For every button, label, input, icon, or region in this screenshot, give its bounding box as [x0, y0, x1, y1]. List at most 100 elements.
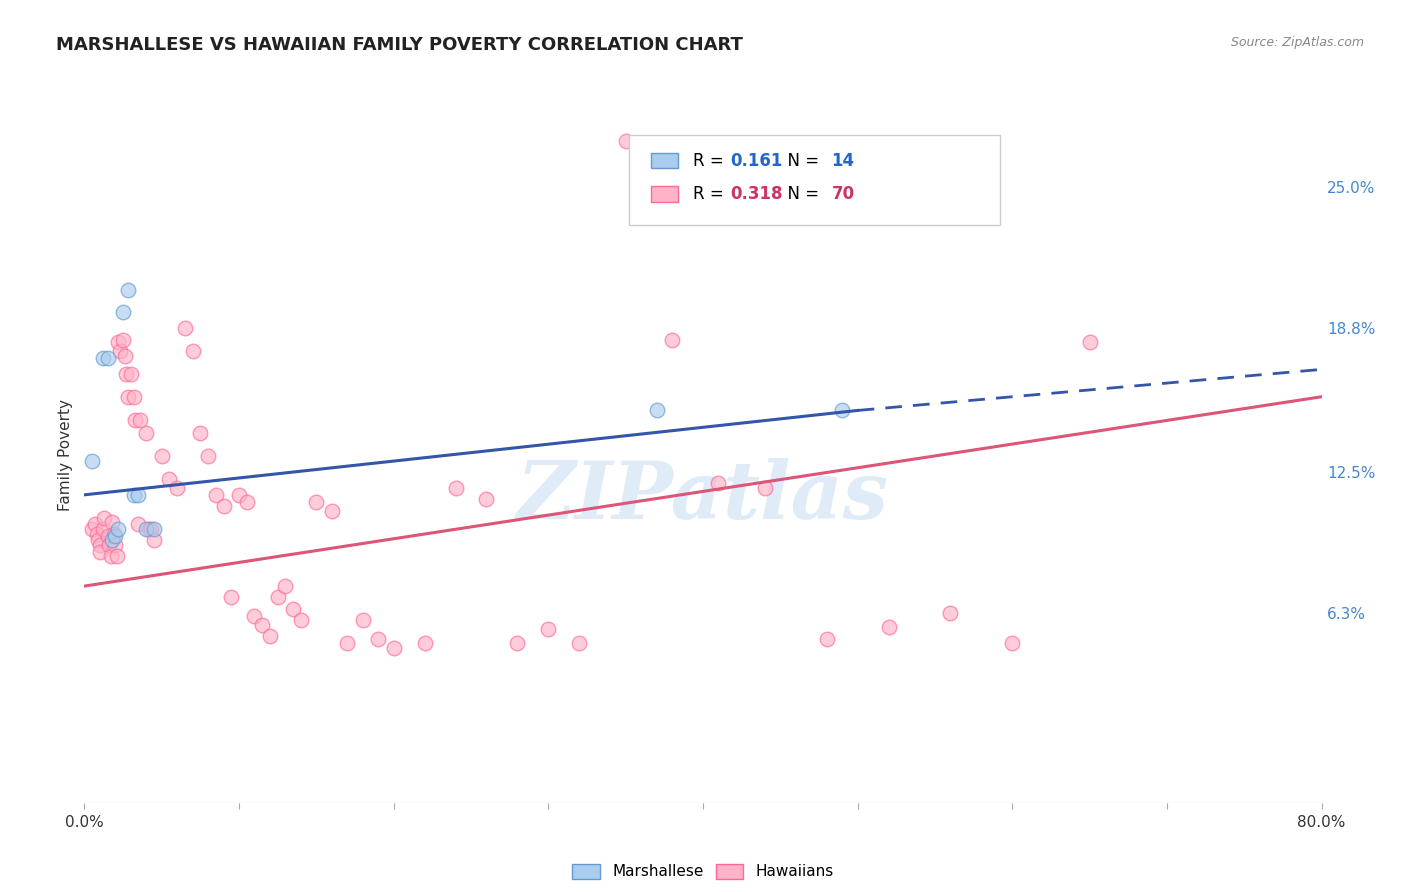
Point [139, 522, 162, 536]
Point [114, 349, 136, 363]
Point [235, 494, 259, 508]
Point [103, 526, 125, 541]
Point [174, 321, 197, 335]
Point [537, 623, 560, 637]
Point [166, 481, 188, 495]
Point [105, 549, 128, 564]
Point [143, 533, 166, 548]
Point [939, 607, 962, 621]
Point [91, 351, 114, 365]
Point [219, 591, 242, 605]
Point [181, 344, 204, 359]
Point [93, 510, 115, 524]
Point [108, 344, 131, 359]
Point [274, 579, 297, 593]
Point [129, 412, 152, 426]
Point [96, 351, 118, 365]
Text: ZIPatlas: ZIPatlas [517, 458, 889, 535]
Point [117, 283, 139, 297]
Point [89, 545, 111, 559]
Point [382, 640, 405, 655]
Legend: Marshallese, Hawaiians: Marshallese, Hawaiians [567, 857, 839, 886]
Point [321, 504, 343, 518]
Point [188, 426, 211, 441]
Point [135, 522, 157, 536]
Point [84, 517, 107, 532]
Point [150, 449, 173, 463]
Point [305, 494, 328, 508]
Point [568, 636, 591, 650]
Point [661, 333, 683, 347]
Text: R =: R = [693, 185, 730, 203]
Point [212, 500, 235, 514]
Text: 0.318: 0.318 [730, 185, 783, 203]
Point [367, 632, 389, 646]
Point [112, 305, 135, 319]
Point [89, 538, 111, 552]
FancyBboxPatch shape [628, 135, 1000, 226]
Point [645, 403, 668, 417]
Point [104, 538, 127, 552]
Point [205, 488, 228, 502]
Point [98, 538, 121, 552]
Text: N =: N = [778, 152, 824, 169]
Point [267, 591, 290, 605]
Point [250, 618, 273, 632]
Text: N =: N = [778, 185, 824, 203]
Point [831, 403, 853, 417]
Point [1001, 636, 1024, 650]
Point [104, 529, 127, 543]
Text: R =: R = [693, 152, 730, 169]
Point [117, 390, 139, 404]
Point [159, 472, 180, 486]
Point [243, 608, 266, 623]
Point [100, 549, 122, 564]
Point [91, 522, 114, 536]
Point [122, 488, 145, 502]
Point [138, 522, 160, 536]
Point [135, 426, 157, 441]
Point [86, 526, 108, 541]
Text: Source: ZipAtlas.com: Source: ZipAtlas.com [1230, 36, 1364, 49]
Point [127, 517, 149, 532]
Point [120, 367, 142, 381]
Point [707, 476, 730, 491]
Point [197, 449, 219, 463]
Point [124, 412, 146, 426]
Point [336, 636, 359, 650]
Point [96, 529, 118, 543]
Point [101, 515, 124, 529]
Text: 14: 14 [832, 152, 855, 169]
Point [413, 636, 436, 650]
Point [290, 613, 312, 627]
Point [107, 522, 129, 536]
FancyBboxPatch shape [651, 153, 678, 169]
Text: MARSHALLESE VS HAWAIIAN FAMILY POVERTY CORRELATION CHART: MARSHALLESE VS HAWAIIAN FAMILY POVERTY C… [56, 36, 744, 54]
Y-axis label: Family Poverty: Family Poverty [58, 399, 73, 511]
Point [352, 613, 374, 627]
Text: 70: 70 [832, 185, 855, 203]
Point [115, 367, 138, 381]
Point [475, 492, 498, 507]
Point [82, 522, 104, 536]
Point [754, 481, 776, 495]
Point [281, 602, 305, 616]
Point [112, 333, 135, 347]
FancyBboxPatch shape [651, 186, 678, 202]
Point [877, 620, 900, 634]
Point [101, 533, 124, 548]
Point [82, 453, 104, 467]
Point [444, 481, 467, 495]
Point [1078, 334, 1101, 349]
Point [259, 629, 281, 643]
Point [815, 632, 838, 646]
Point [107, 334, 129, 349]
Point [122, 390, 145, 404]
Point [228, 488, 250, 502]
Point [127, 488, 149, 502]
Point [143, 522, 166, 536]
Point [506, 636, 529, 650]
Point [87, 533, 110, 548]
Text: 0.161: 0.161 [730, 152, 783, 169]
Point [614, 134, 637, 148]
